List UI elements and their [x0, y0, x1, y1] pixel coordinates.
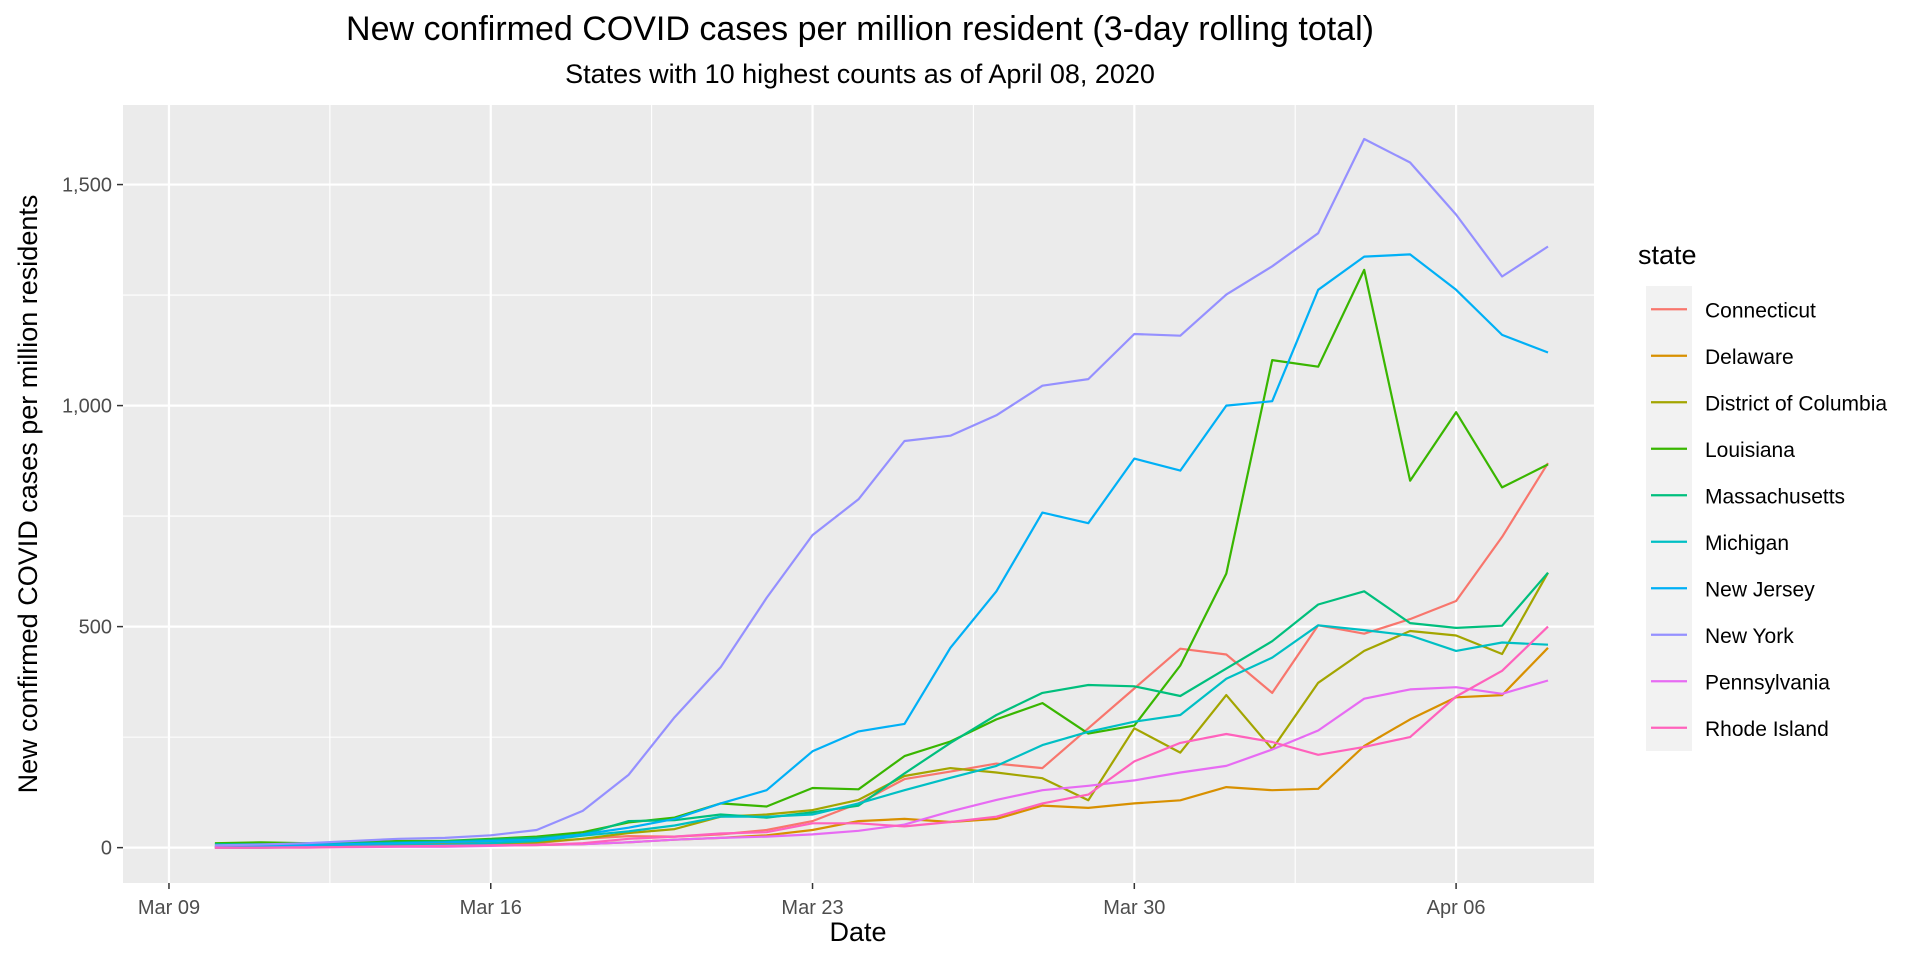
x-axis: Mar 09 Mar 16 Mar 23 Mar 30 Apr 06 — [138, 883, 1486, 919]
y-axis: 0 500 1,000 1,500 — [62, 175, 123, 860]
chart-title: New confirmed COVID cases per million re… — [346, 10, 1374, 48]
legend-label: Louisiana — [1705, 439, 1795, 462]
x-tick-label: Mar 16 — [460, 897, 522, 919]
legend-title: state — [1638, 240, 1697, 270]
legend-label: District of Columbia — [1705, 392, 1887, 415]
x-tick-label: Mar 30 — [1103, 897, 1165, 919]
legend-label: New Jersey — [1705, 578, 1815, 601]
series-line-rhode-island — [214, 625, 1549, 849]
y-tick-label: 0 — [101, 838, 112, 860]
x-tick-label: Apr 06 — [1427, 897, 1486, 919]
y-tick-label: 500 — [79, 617, 112, 639]
legend-label: New York — [1705, 625, 1794, 648]
legend-label: Rhode Island — [1705, 718, 1829, 741]
series-lines — [214, 137, 1549, 849]
legend-label: Pennsylvania — [1705, 671, 1830, 694]
grid-lines — [123, 105, 1594, 883]
plot-panel — [123, 105, 1594, 883]
y-axis-title: New confirmed COVID cases per million re… — [13, 195, 43, 794]
x-axis-title: Date — [829, 917, 886, 947]
series-line-new-york — [214, 137, 1549, 847]
legend-label: Massachusetts — [1705, 485, 1845, 508]
x-tick-label: Mar 09 — [138, 897, 200, 919]
legend: state Connecticut Delaware District of Col… — [1638, 240, 1887, 751]
y-tick-label: 1,500 — [62, 175, 112, 197]
series-line-new-jersey — [214, 253, 1549, 848]
legend-label: Delaware — [1705, 346, 1794, 369]
y-tick-label: 1,000 — [62, 396, 112, 418]
legend-label: Michigan — [1705, 532, 1789, 555]
legend-label: Connecticut — [1705, 299, 1816, 322]
x-tick-label: Mar 23 — [781, 897, 843, 919]
chart-subtitle: States with 10 highest counts as of Apri… — [565, 59, 1155, 89]
legend-key-background — [1646, 286, 1692, 751]
